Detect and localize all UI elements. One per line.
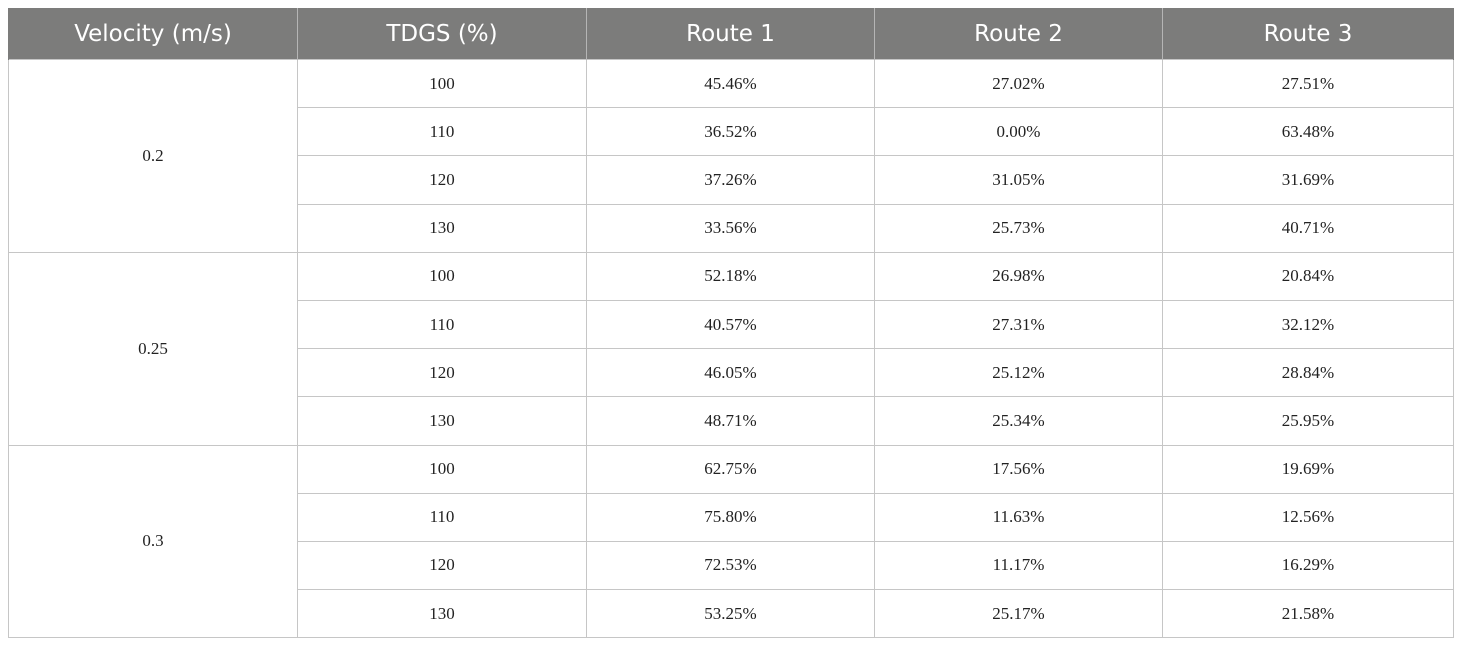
velocity-cell: 0.3 <box>8 444 298 639</box>
route-1-cell: 62.75% <box>586 444 875 494</box>
table-body: 0.2 100 45.46% 27.02% 27.51% 110 36.52% … <box>8 58 1454 639</box>
route-1-cell: 46.05% <box>586 348 875 398</box>
route-3-cell: 16.29% <box>1162 540 1454 591</box>
route-3-cell: 21.58% <box>1162 589 1454 639</box>
tdgs-cell: 100 <box>297 251 587 301</box>
table-row: 110 75.80% 11.63% 12.56% <box>9 492 1454 542</box>
route-2-cell: 0.00% <box>874 107 1163 157</box>
tdgs-cell: 110 <box>297 492 587 542</box>
header-route-2: Route 2 <box>874 8 1163 60</box>
route-1-cell: 36.52% <box>586 107 875 157</box>
route-1-cell: 53.25% <box>586 589 875 639</box>
tdgs-cell: 130 <box>297 396 587 446</box>
table-header: Velocity (m/s) TDGS (%) Route 1 Route 2 … <box>8 8 1454 60</box>
table-row: 0.25 100 52.18% 26.98% 20.84% <box>8 251 1454 446</box>
route-1-cell: 52.18% <box>586 251 875 301</box>
header-route-3: Route 3 <box>1162 8 1454 60</box>
tdgs-cell: 130 <box>297 203 587 253</box>
data-table: Velocity (m/s) TDGS (%) Route 1 Route 2 … <box>8 8 1454 639</box>
table-row: 120 72.53% 11.17% 16.29% <box>9 540 1454 591</box>
table-row: 130 33.56% 25.73% 40.71% <box>9 203 1454 253</box>
route-1-cell: 40.57% <box>586 299 875 350</box>
route-2-cell: 27.31% <box>874 299 1163 350</box>
route-2-cell: 25.17% <box>874 589 1163 639</box>
header-velocity: Velocity (m/s) <box>8 8 298 60</box>
route-1-cell: 72.53% <box>586 540 875 591</box>
tdgs-cell: 120 <box>297 348 587 398</box>
route-1-cell: 45.46% <box>586 58 875 109</box>
route-3-cell: 20.84% <box>1162 251 1454 301</box>
route-3-cell: 27.51% <box>1162 58 1454 109</box>
route-2-cell: 25.34% <box>874 396 1163 446</box>
route-3-cell: 63.48% <box>1162 107 1454 157</box>
header-route-1: Route 1 <box>586 8 875 60</box>
route-3-cell: 12.56% <box>1162 492 1454 542</box>
tdgs-cell: 100 <box>297 58 587 109</box>
tdgs-cell: 100 <box>297 444 587 494</box>
table-row: 130 53.25% 25.17% 21.58% <box>9 589 1454 639</box>
route-2-cell: 11.63% <box>874 492 1163 542</box>
header-tdgs: TDGS (%) <box>297 8 587 60</box>
tdgs-cell: 110 <box>297 299 587 350</box>
tdgs-cell: 120 <box>297 155 587 205</box>
tdgs-cell: 110 <box>297 107 587 157</box>
route-1-cell: 37.26% <box>586 155 875 205</box>
table-row: 0.2 100 45.46% 27.02% 27.51% <box>8 58 1454 253</box>
tdgs-cell: 120 <box>297 540 587 591</box>
route-2-cell: 25.12% <box>874 348 1163 398</box>
table-row: 120 37.26% 31.05% 31.69% <box>9 155 1454 205</box>
header-row: Velocity (m/s) TDGS (%) Route 1 Route 2 … <box>8 8 1454 60</box>
data-table-container: Velocity (m/s) TDGS (%) Route 1 Route 2 … <box>8 8 1454 639</box>
route-3-cell: 19.69% <box>1162 444 1454 494</box>
route-2-cell: 31.05% <box>874 155 1163 205</box>
table-row: 110 40.57% 27.31% 32.12% <box>9 299 1454 350</box>
route-3-cell: 40.71% <box>1162 203 1454 253</box>
route-2-cell: 25.73% <box>874 203 1163 253</box>
table-row: 130 48.71% 25.34% 25.95% <box>9 396 1454 446</box>
velocity-cell: 0.25 <box>8 251 298 446</box>
route-3-cell: 32.12% <box>1162 299 1454 350</box>
route-1-cell: 48.71% <box>586 396 875 446</box>
tdgs-cell: 130 <box>297 589 587 639</box>
velocity-cell: 0.2 <box>8 59 298 253</box>
route-3-cell: 28.84% <box>1162 348 1454 398</box>
table-row: 120 46.05% 25.12% 28.84% <box>9 348 1454 398</box>
route-2-cell: 26.98% <box>874 251 1163 301</box>
route-2-cell: 11.17% <box>874 540 1163 591</box>
route-2-cell: 27.02% <box>874 58 1163 109</box>
route-2-cell: 17.56% <box>874 444 1163 494</box>
route-3-cell: 25.95% <box>1162 396 1454 446</box>
route-1-cell: 33.56% <box>586 203 875 253</box>
table-row: 0.3 100 62.75% 17.56% 19.69% <box>8 444 1454 639</box>
table-row: 110 36.52% 0.00% 63.48% <box>9 107 1454 157</box>
route-3-cell: 31.69% <box>1162 155 1454 205</box>
route-1-cell: 75.80% <box>586 492 875 542</box>
